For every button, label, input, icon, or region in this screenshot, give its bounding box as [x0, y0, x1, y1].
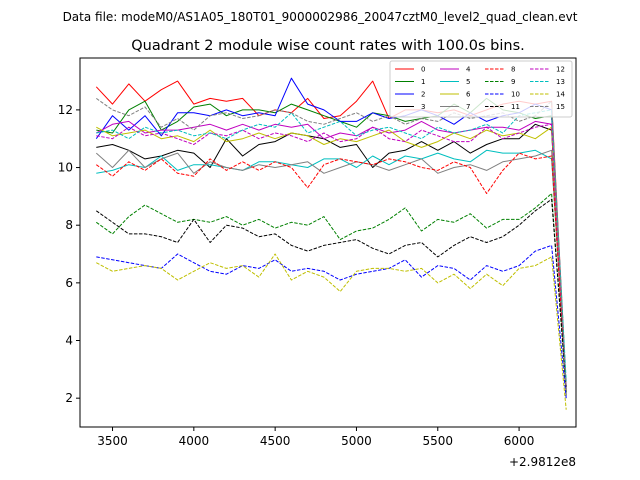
legend-label-7: 7: [466, 103, 470, 111]
legend-label-4: 4: [466, 66, 471, 74]
series-line-12: [96, 123, 567, 390]
series-line-6: [96, 126, 567, 390]
y-tick-label: 2: [65, 391, 73, 405]
legend-label-6: 6: [466, 91, 471, 99]
x-tick-label: 6000: [504, 434, 535, 448]
x-axis: 3500 4000 4500 5000 5500 6000: [97, 427, 534, 448]
legend-label-11: 11: [511, 103, 520, 111]
chart-suptitle: Data file: modeM0/AS1A05_180T01_90000029…: [63, 10, 578, 24]
legend-label-3: 3: [421, 103, 425, 111]
series-line-7: [95, 149, 567, 396]
x-tick-label: 5000: [341, 434, 372, 448]
plot-area: [79, 57, 577, 428]
legend-label-10: 10: [511, 91, 520, 99]
x-tick-label: 4000: [179, 434, 210, 448]
series-line-13: [96, 109, 567, 381]
series-line-10: [96, 244, 567, 399]
y-axis: 2 4 6 8 10 12: [58, 103, 80, 405]
legend-label-15: 15: [556, 103, 565, 111]
series-layer: [95, 77, 567, 410]
y-tick-label: 6: [65, 276, 73, 290]
x-tick-label: 4500: [260, 434, 291, 448]
series-line-14: [96, 253, 567, 410]
legend-label-8: 8: [511, 66, 515, 74]
y-tick-label: 12: [58, 103, 73, 117]
legend-label-14: 14: [556, 91, 565, 99]
series-line-2: [95, 77, 567, 390]
legend-box: [389, 60, 573, 118]
series-line-5: [96, 149, 567, 387]
legend-label-13: 13: [556, 78, 565, 86]
legend-label-0: 0: [421, 66, 425, 74]
x-tick-label: 3500: [97, 434, 128, 448]
y-tick-label: 10: [58, 161, 73, 175]
x-tick-label: 5500: [422, 434, 453, 448]
legend-label-1: 1: [421, 78, 425, 86]
y-tick-label: 8: [65, 218, 73, 232]
chart-title: Quadrant 2 module wise count rates with …: [131, 38, 525, 54]
x-offset-label: +2.9812e8: [509, 455, 576, 469]
series-line-3: [96, 123, 567, 396]
series-line-11: [96, 198, 567, 387]
series-line-8: [96, 152, 567, 393]
series-line-9: [96, 193, 567, 393]
y-tick-label: 4: [65, 334, 73, 348]
legend-label-5: 5: [466, 78, 470, 86]
legend-label-12: 12: [556, 66, 565, 74]
legend-label-2: 2: [421, 91, 425, 99]
legend-label-9: 9: [511, 78, 515, 86]
